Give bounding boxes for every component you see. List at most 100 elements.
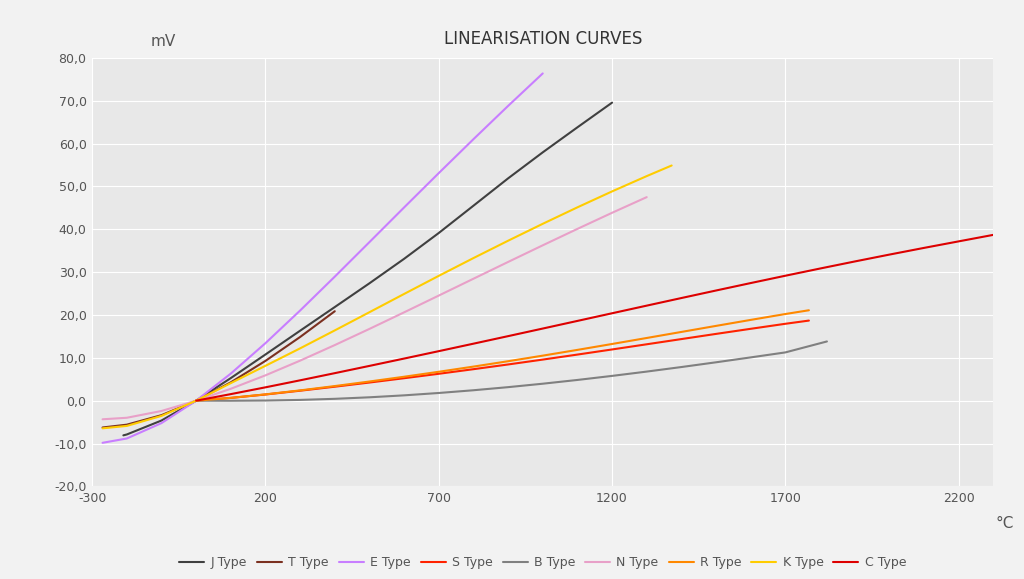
S Type [224, 394, 237, 401]
C Type [606, 310, 618, 317]
S Type [467, 366, 479, 373]
N Type [571, 225, 584, 232]
K Type [467, 255, 479, 262]
S Type [803, 317, 815, 324]
C Type [224, 391, 237, 398]
E Type [398, 204, 411, 211]
Text: °C: °C [995, 516, 1014, 532]
N Type [502, 258, 514, 265]
C Type [675, 295, 687, 302]
T Type [190, 397, 203, 404]
R Type [744, 317, 757, 324]
S Type [571, 351, 584, 358]
E Type [224, 370, 237, 377]
C Type [814, 265, 826, 272]
B Type [224, 397, 237, 404]
J Type [121, 431, 133, 438]
E Type [432, 170, 444, 177]
N Type [641, 193, 653, 200]
R Type [675, 328, 687, 335]
N Type [294, 357, 306, 364]
K Type [537, 221, 549, 228]
C Type [432, 348, 444, 355]
N Type [432, 292, 444, 299]
S Type [259, 391, 271, 398]
J Type [190, 397, 203, 404]
T Type [156, 412, 168, 419]
E Type [294, 307, 306, 314]
Text: mV: mV [151, 34, 176, 49]
B Type [294, 397, 306, 404]
K Type [502, 237, 514, 244]
R Type [224, 394, 237, 401]
C Type [849, 258, 861, 265]
K Type [571, 204, 584, 211]
K Type [329, 327, 341, 334]
N Type [224, 385, 237, 392]
R Type [259, 391, 271, 398]
S Type [190, 397, 203, 404]
R Type [364, 378, 376, 385]
Line: B Type: B Type [197, 342, 827, 401]
B Type [364, 394, 376, 401]
N Type [121, 415, 133, 422]
J Type [156, 417, 168, 424]
R Type [803, 307, 815, 314]
R Type [779, 310, 792, 317]
E Type [190, 397, 203, 404]
T Type [121, 421, 133, 428]
E Type [364, 239, 376, 245]
C Type [883, 251, 895, 258]
K Type [190, 397, 203, 404]
B Type [571, 376, 584, 383]
J Type [224, 375, 237, 382]
Line: S Type: S Type [197, 321, 809, 401]
T Type [294, 334, 306, 340]
E Type [537, 70, 549, 77]
T Type [96, 424, 109, 431]
R Type [502, 358, 514, 365]
E Type [259, 340, 271, 347]
N Type [190, 397, 203, 404]
B Type [502, 384, 514, 391]
Line: C Type: C Type [197, 233, 1000, 401]
B Type [675, 364, 687, 371]
C Type [952, 238, 965, 245]
R Type [190, 397, 203, 404]
C Type [259, 384, 271, 391]
K Type [121, 423, 133, 430]
B Type [710, 359, 722, 366]
C Type [537, 325, 549, 332]
B Type [821, 338, 834, 345]
N Type [364, 325, 376, 332]
B Type [606, 372, 618, 379]
B Type [641, 368, 653, 375]
S Type [606, 346, 618, 353]
Line: N Type: N Type [102, 197, 647, 419]
N Type [398, 309, 411, 316]
Line: E Type: E Type [102, 74, 543, 443]
C Type [364, 362, 376, 369]
Line: T Type: T Type [102, 312, 335, 427]
K Type [294, 345, 306, 352]
R Type [641, 335, 653, 342]
K Type [606, 188, 618, 195]
C Type [994, 230, 1007, 237]
S Type [364, 379, 376, 386]
R Type [710, 323, 722, 329]
J Type [294, 327, 306, 334]
T Type [329, 308, 341, 315]
B Type [190, 397, 203, 404]
E Type [329, 273, 341, 280]
N Type [329, 342, 341, 349]
B Type [329, 395, 341, 402]
C Type [502, 333, 514, 340]
Legend: J Type, T Type, E Type, S Type, B Type, N Type, R Type, K Type, C Type: J Type, T Type, E Type, S Type, B Type, … [174, 551, 911, 574]
R Type [329, 383, 341, 390]
J Type [398, 255, 411, 262]
N Type [156, 408, 168, 415]
R Type [467, 363, 479, 370]
S Type [744, 325, 757, 332]
J Type [467, 202, 479, 209]
C Type [571, 317, 584, 324]
